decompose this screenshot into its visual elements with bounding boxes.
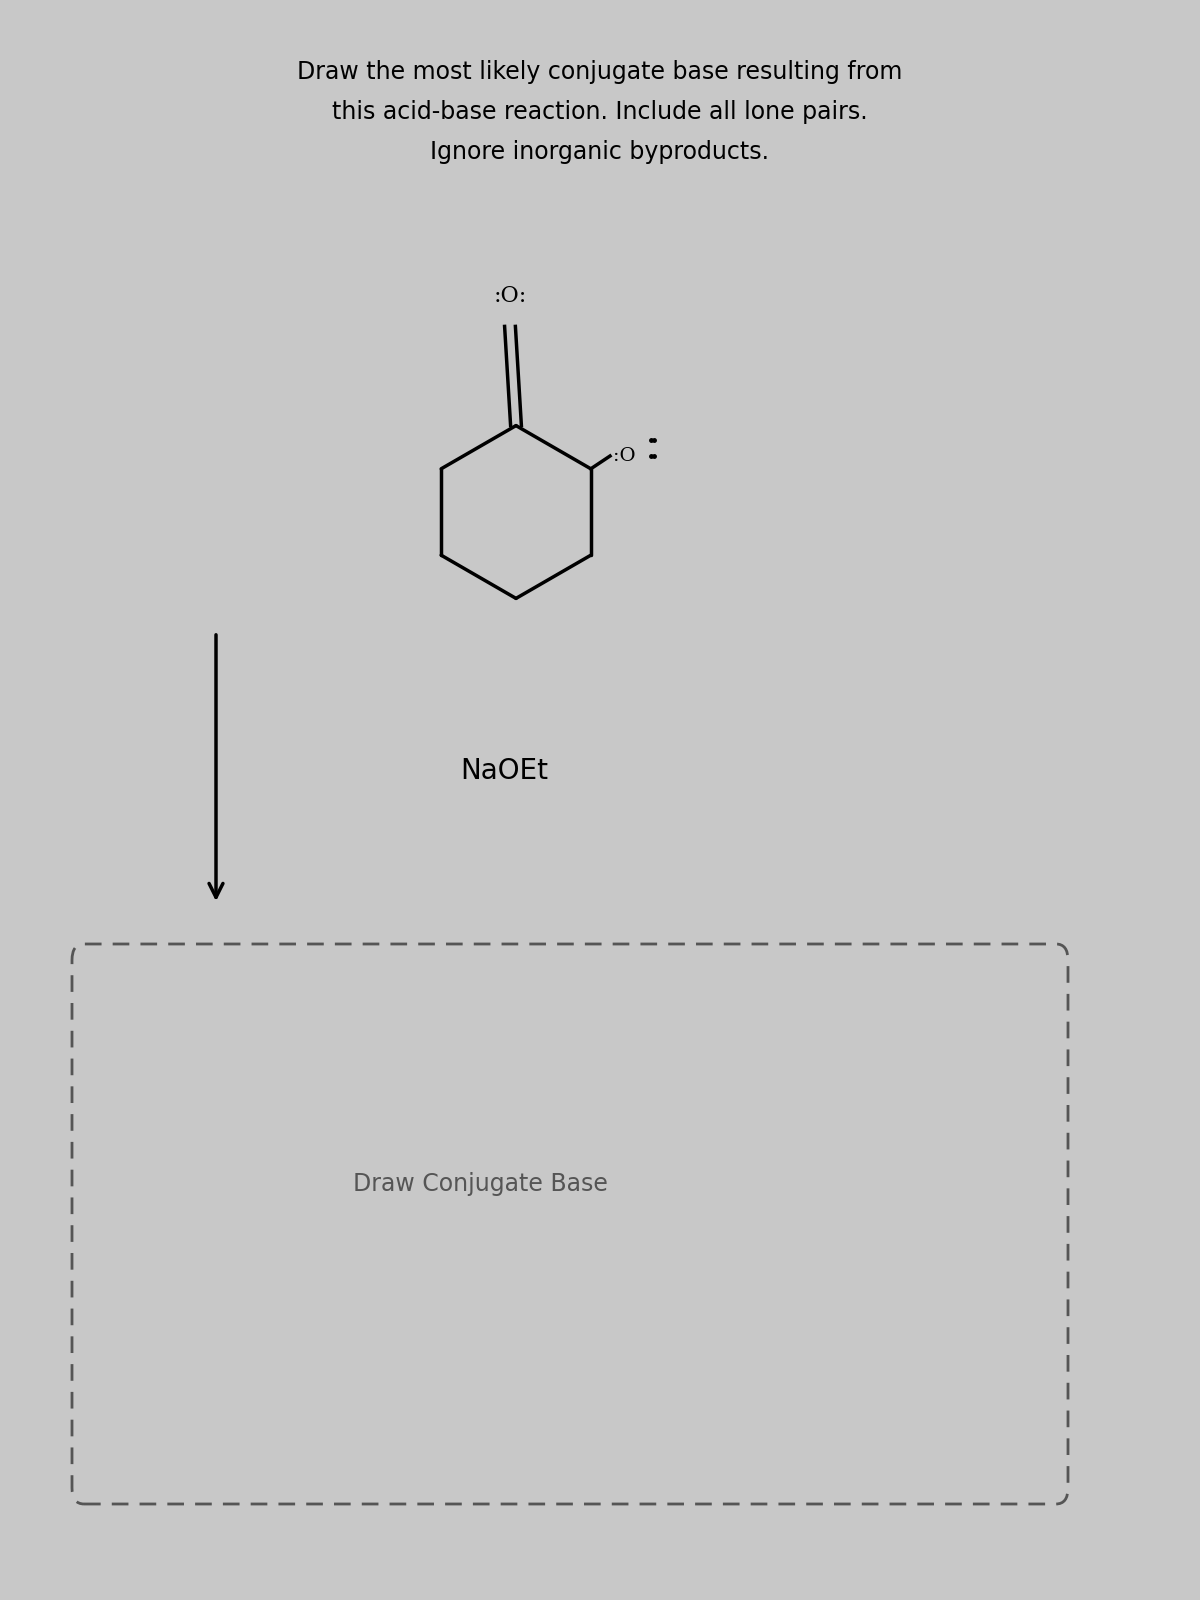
Text: Ignore inorganic byproducts.: Ignore inorganic byproducts. [431, 141, 769, 165]
Text: Draw the most likely conjugate base resulting from: Draw the most likely conjugate base resu… [298, 59, 902, 83]
Text: Draw Conjugate Base: Draw Conjugate Base [353, 1171, 607, 1197]
Text: :O: :O [613, 446, 636, 466]
Text: this acid-base reaction. Include all lone pairs.: this acid-base reaction. Include all lon… [332, 99, 868, 125]
Text: :O:: :O: [493, 285, 527, 307]
Text: NaOEt: NaOEt [460, 757, 548, 786]
